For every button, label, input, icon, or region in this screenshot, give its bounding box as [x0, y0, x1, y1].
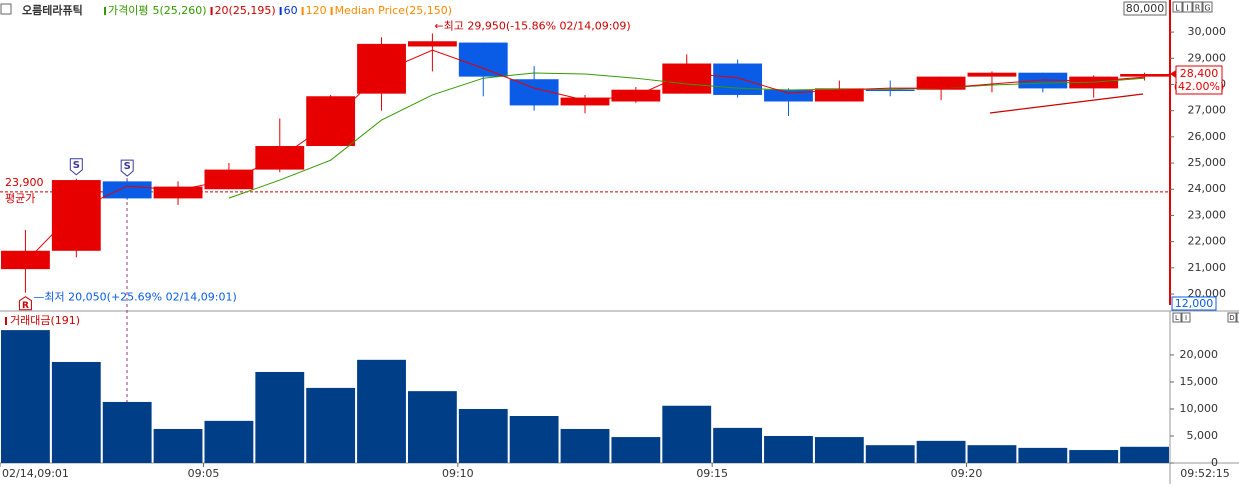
- legend-item: Median Price(25,150): [335, 4, 452, 17]
- legend-item: 120: [306, 4, 327, 17]
- legend-item: 가격이평: [108, 4, 148, 17]
- volume-bar: [1069, 450, 1118, 463]
- volume-bar: [52, 362, 101, 463]
- x-tick-label: 09:10: [442, 467, 474, 480]
- legend-swatch: [104, 7, 106, 15]
- average-label: 23,900: [5, 176, 44, 189]
- volume-bar: [611, 437, 660, 463]
- toolbar-letter: D: [1229, 314, 1234, 322]
- candle-body: [408, 41, 457, 46]
- signal-letter: R: [22, 301, 29, 311]
- candle-body: [968, 73, 1017, 77]
- candle-body: [103, 181, 152, 198]
- y-tick-label: 24,000: [1188, 182, 1227, 195]
- legend-swatch: [331, 7, 333, 15]
- legend-item: 5(25,260): [152, 4, 206, 17]
- y-tick-label: 30,000: [1188, 25, 1227, 38]
- volume-bar: [917, 441, 966, 463]
- toolbar-letter: I: [1185, 314, 1187, 322]
- candle-body: [1, 251, 50, 269]
- current-label: 28,400: [1180, 67, 1219, 80]
- volume-bar: [764, 436, 813, 463]
- x-tick-label: 09:15: [696, 467, 728, 480]
- volume-title: 거래대금(191): [10, 314, 80, 327]
- toolbar-letter: L: [1175, 4, 1180, 13]
- axis-top-label: 80,000: [1126, 2, 1165, 15]
- toolbar-letter: G: [1204, 4, 1210, 13]
- candle-body: [52, 180, 101, 251]
- y-tick-label: 22,000: [1188, 235, 1227, 248]
- volume-bar: [662, 406, 711, 463]
- candle-body: [357, 44, 406, 94]
- volume-bar: [713, 428, 762, 463]
- volume-bar: [1, 330, 50, 463]
- candle-body: [764, 90, 813, 102]
- candle-body: [713, 64, 762, 95]
- x-tick-label: 02/14,09:01: [2, 467, 69, 480]
- x-tick-label: 09:05: [188, 467, 220, 480]
- x-tick-label: 09:20: [951, 467, 983, 480]
- signal-letter: S: [124, 161, 131, 172]
- y-tick-label: 23,000: [1188, 208, 1227, 221]
- volume-bar: [1018, 448, 1067, 463]
- low-annotation: —최저 20,050(+25.69% 02/14,09:01): [33, 291, 236, 304]
- legend-item: 20(25,195): [215, 4, 276, 17]
- volume-bar: [408, 391, 457, 463]
- volume-bar: [510, 416, 559, 463]
- y-tick-label: 29,000: [1188, 51, 1227, 64]
- legend-swatch: [211, 7, 213, 15]
- volume-bar: [866, 445, 915, 463]
- y-tick-label: 21,000: [1188, 261, 1227, 274]
- chart-title: 오름테라퓨틱: [22, 3, 83, 17]
- volume-bar: [357, 360, 406, 463]
- signal-letter: S: [73, 160, 80, 171]
- volume-bar: [459, 409, 508, 463]
- toolbar-letter: L: [1175, 314, 1179, 322]
- candle-body: [459, 43, 508, 77]
- current-time: 09:52:15: [1180, 467, 1229, 480]
- axis-bottom-label: 12,000: [1175, 297, 1214, 310]
- candle-body: [866, 90, 915, 91]
- candle-body: [1120, 74, 1169, 77]
- y-tick-label: 25,000: [1188, 156, 1227, 169]
- volume-bar: [306, 388, 355, 463]
- y-tick-label: 26,000: [1188, 130, 1227, 143]
- average-text: 평균가: [5, 192, 35, 205]
- volume-bar: [1120, 447, 1169, 463]
- candle-body: [662, 64, 711, 94]
- y-tick-label: 27,000: [1188, 104, 1227, 117]
- volume-bar: [561, 429, 610, 463]
- y-tick-label: 5,000: [1187, 429, 1219, 442]
- legend-swatch: [302, 7, 304, 15]
- volume-bar: [815, 437, 864, 463]
- volume-swatch: [5, 317, 7, 325]
- high-annotation: ←최고 29,950(-15.86% 02/14,09:09): [434, 19, 630, 32]
- candle-body: [306, 96, 355, 146]
- toolbar-letter: R: [1195, 4, 1201, 13]
- volume-bar: [204, 421, 253, 463]
- y-tick-label: 20,000: [1180, 348, 1219, 361]
- toolbar-letter: I: [1186, 4, 1188, 13]
- y-tick-label: 15,000: [1180, 375, 1219, 388]
- y-tick-label: 10,000: [1180, 402, 1219, 415]
- volume-bar: [103, 402, 152, 463]
- legend-swatch: [280, 7, 282, 15]
- current-change: (42.00%): [1174, 80, 1225, 93]
- volume-bar: [154, 429, 203, 463]
- volume-bar: [255, 372, 304, 463]
- volume-bar: [968, 445, 1017, 463]
- legend-item: 60: [284, 4, 298, 17]
